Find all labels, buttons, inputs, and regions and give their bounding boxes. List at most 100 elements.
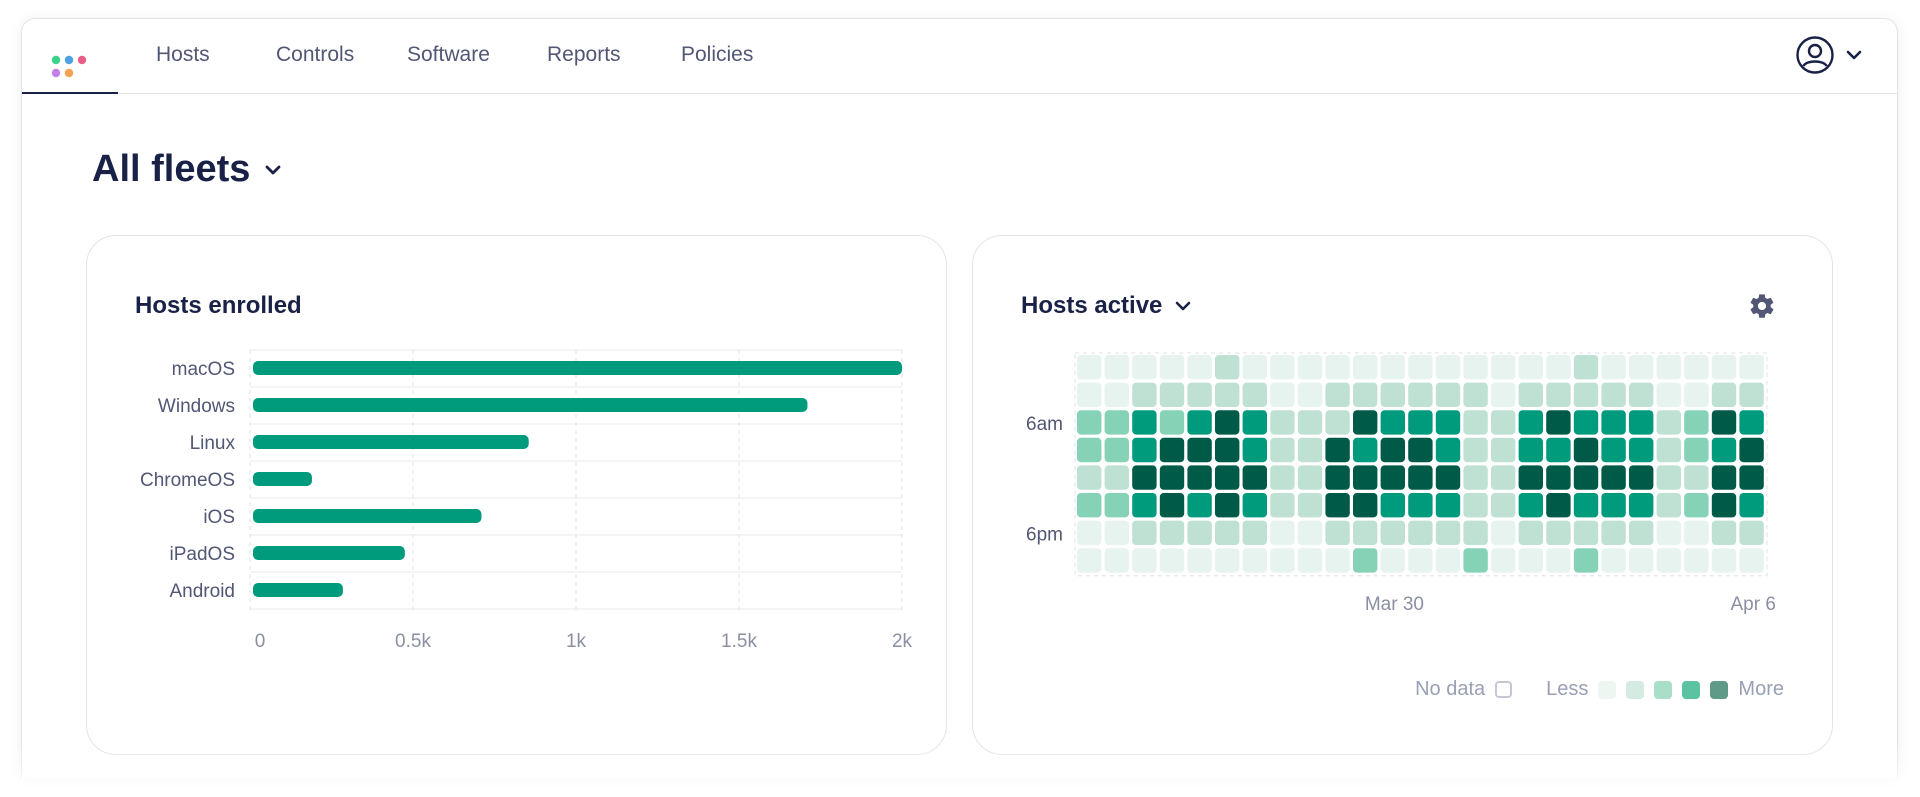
heatmap-cell xyxy=(1077,410,1102,435)
x-tick-label: 1k xyxy=(566,631,587,652)
heatmap-cell xyxy=(1325,493,1350,518)
heatmap-cell xyxy=(1601,355,1626,380)
heatmap-cell xyxy=(1711,355,1737,380)
heatmap-cell xyxy=(1104,465,1129,490)
heatmap-cell xyxy=(1132,382,1157,407)
y-category-label: Android xyxy=(170,581,236,602)
heatmap-cell xyxy=(1739,493,1764,518)
heatmap-cell xyxy=(1684,355,1709,380)
heatmap-cell xyxy=(1711,548,1737,573)
y-tick-label: 6am xyxy=(1026,414,1063,435)
nav-item-hosts[interactable]: Hosts xyxy=(156,43,210,66)
heatmap-cell xyxy=(1187,355,1212,380)
heatmap-cell xyxy=(1270,465,1295,490)
heatmap-cell xyxy=(1629,520,1654,545)
heatmap-cell xyxy=(1518,382,1543,407)
heatmap-cell xyxy=(1518,410,1543,435)
heatmap-cell xyxy=(1573,493,1599,518)
heatmap-cell xyxy=(1684,520,1709,545)
heatmap-cell xyxy=(1215,355,1240,380)
fleet-selector[interactable]: All fleets xyxy=(92,148,282,191)
heatmap-cell xyxy=(1077,520,1102,545)
heatmap-cell xyxy=(1242,465,1267,490)
heatmap-cell xyxy=(1325,465,1350,490)
heatmap-cell xyxy=(1491,548,1516,573)
heatmap-cell xyxy=(1104,410,1129,435)
heatmap-cell xyxy=(1270,493,1295,518)
heatmap-cell xyxy=(1132,520,1157,545)
bar-android xyxy=(253,583,343,597)
heatmap-cell xyxy=(1242,520,1267,545)
heatmap-cell xyxy=(1297,437,1323,463)
heatmap-cell xyxy=(1242,382,1267,407)
user-menu[interactable] xyxy=(1795,35,1863,75)
heatmap-cell xyxy=(1408,437,1433,463)
heatmap-cell xyxy=(1463,382,1488,407)
heatmap-cell xyxy=(1242,493,1267,518)
heatmap-cell xyxy=(1187,520,1212,545)
heatmap-cell xyxy=(1463,437,1488,463)
heatmap-cell xyxy=(1159,493,1185,518)
heatmap-cell xyxy=(1491,410,1516,435)
heatmap-cell xyxy=(1656,548,1681,573)
chevron-down-icon xyxy=(1846,50,1862,60)
heatmap-cell xyxy=(1435,410,1461,435)
heatmap-cell xyxy=(1270,355,1295,380)
heatmap-cell xyxy=(1297,355,1323,380)
heatmap-cell xyxy=(1104,493,1129,518)
heatmap-cell xyxy=(1546,520,1571,545)
heatmap-cell xyxy=(1187,437,1212,463)
heatmap-cell xyxy=(1601,382,1626,407)
heatmap-cell xyxy=(1325,410,1350,435)
heatmap-cell xyxy=(1684,382,1709,407)
heatmap-cell xyxy=(1159,382,1185,407)
logo-icon[interactable] xyxy=(49,38,89,78)
heatmap-cell xyxy=(1435,548,1461,573)
heatmap-cell xyxy=(1353,437,1378,463)
heatmap-frame xyxy=(1074,352,1768,577)
heatmap-cell xyxy=(1132,465,1157,490)
heatmap-cell xyxy=(1297,410,1323,435)
nav-item-software[interactable]: Software xyxy=(407,43,490,66)
heatmap-cell xyxy=(1104,437,1129,463)
heatmap-cell xyxy=(1601,437,1626,463)
heatmap-cell xyxy=(1463,520,1488,545)
y-category-label: Linux xyxy=(190,433,236,454)
heatmap-cell xyxy=(1711,520,1737,545)
nav-item-reports[interactable]: Reports xyxy=(547,43,621,66)
heatmap-cell xyxy=(1270,548,1295,573)
heatmap-cell xyxy=(1215,493,1240,518)
heatmap-cell xyxy=(1159,355,1185,380)
heatmap-cell xyxy=(1739,382,1764,407)
heatmap-cell xyxy=(1215,382,1240,407)
x-tick-label: 1.5k xyxy=(721,631,757,652)
heatmap-cell xyxy=(1573,382,1599,407)
legend-swatch xyxy=(1598,680,1617,699)
heatmap-cell xyxy=(1380,465,1405,490)
heatmap-cell xyxy=(1684,493,1709,518)
heatmap-cell xyxy=(1132,355,1157,380)
heatmap-cell xyxy=(1132,493,1157,518)
heatmap-cell xyxy=(1435,437,1461,463)
heatmap-cell xyxy=(1435,520,1461,545)
heatmap-cell xyxy=(1380,520,1405,545)
gear-icon[interactable] xyxy=(1748,292,1776,320)
heatmap-cell xyxy=(1187,382,1212,407)
heatmap-cell xyxy=(1132,437,1157,463)
heatmap-cell xyxy=(1159,548,1185,573)
heatmap-cell xyxy=(1684,465,1709,490)
heatmap-cell xyxy=(1629,493,1654,518)
heatmap-cell xyxy=(1684,437,1709,463)
nav-item-controls[interactable]: Controls xyxy=(276,43,355,66)
y-category-label: iOS xyxy=(203,507,235,528)
nav-item-policies[interactable]: Policies xyxy=(681,43,754,66)
heatmap-cell xyxy=(1077,355,1102,380)
heatmap-cell xyxy=(1297,382,1323,407)
heatmap-cell xyxy=(1159,520,1185,545)
hosts-active-dropdown[interactable]: Hosts active xyxy=(1021,292,1192,320)
heatmap-cell xyxy=(1573,410,1599,435)
heatmap-cell xyxy=(1353,465,1378,490)
heatmap-cell xyxy=(1242,548,1267,573)
heatmap-cell xyxy=(1408,355,1433,380)
hosts-active-heatmap: 6am 6pm Mar 30 Apr 6 xyxy=(1026,352,1776,615)
